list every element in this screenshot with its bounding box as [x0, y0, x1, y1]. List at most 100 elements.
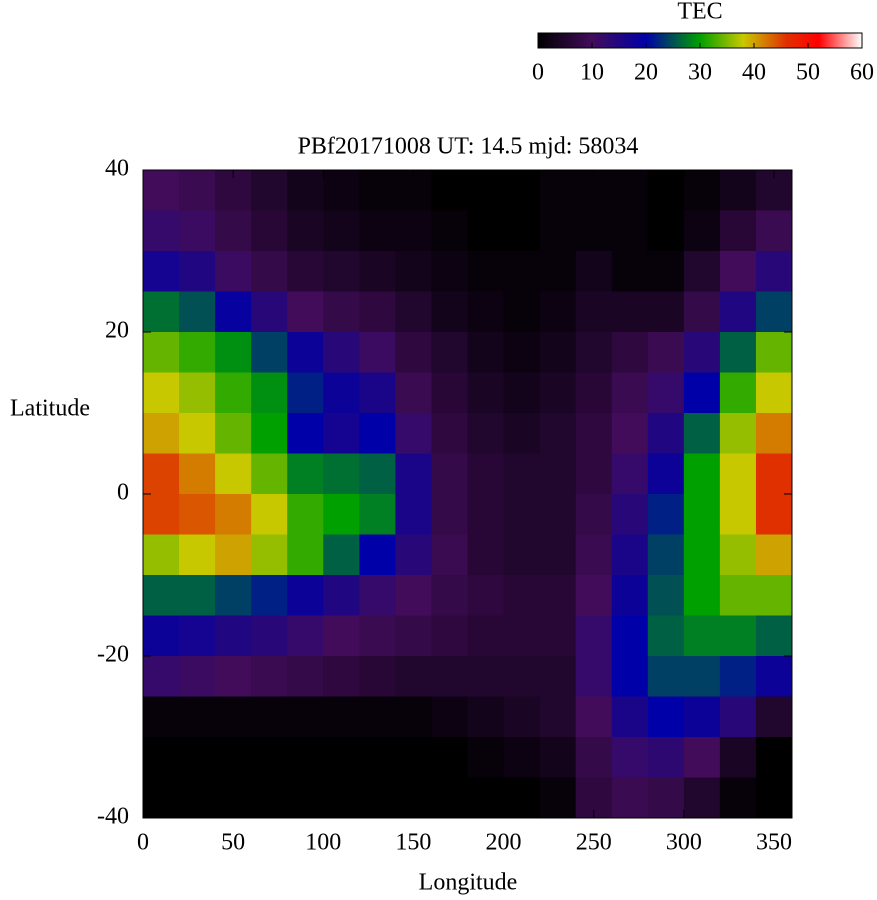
y-tick-label: 40 [105, 156, 129, 182]
heatmap-cell [467, 777, 505, 819]
heatmap-cell [215, 737, 252, 778]
heatmap-cell [683, 332, 721, 373]
heatmap-cell [323, 332, 360, 373]
heatmap-cell [755, 575, 793, 616]
heatmap-cell [503, 210, 541, 252]
heatmap-cell [611, 170, 649, 211]
heatmap-cell [719, 696, 757, 738]
heatmap-cell [431, 494, 468, 535]
heatmap-cell [683, 251, 721, 292]
heatmap-cell [683, 413, 721, 454]
heatmap-cell [467, 170, 505, 211]
heatmap-cell [755, 534, 793, 576]
heatmap-cell [611, 737, 649, 778]
heatmap-cell [647, 777, 685, 819]
heatmap-cell [323, 534, 360, 576]
heatmap-cell [215, 534, 252, 576]
heatmap-cell [683, 777, 721, 819]
heatmap-cell [719, 453, 757, 495]
heatmap-cell [395, 696, 432, 738]
heatmap-cell [647, 291, 685, 333]
heatmap-cell [323, 413, 360, 454]
heatmap-cell [179, 615, 216, 657]
heatmap-cell [539, 615, 577, 657]
heatmap-cell [647, 615, 685, 657]
heatmap-cell [395, 413, 432, 454]
heatmap-cell [143, 534, 180, 576]
heatmap-cell [683, 737, 721, 778]
heatmap-cell [431, 696, 468, 738]
heatmap-cell [647, 251, 685, 292]
heatmap-cell [611, 332, 649, 373]
heatmap-cell [719, 534, 757, 576]
heatmap-cell [215, 615, 252, 657]
heatmap-cell [431, 777, 468, 819]
heatmap-cell [719, 291, 757, 333]
heatmap-cell [539, 656, 577, 697]
heatmap-cell [647, 737, 685, 778]
heatmap-cell [575, 696, 613, 738]
heatmap-cell [539, 291, 577, 333]
heatmap-cell [143, 251, 180, 292]
heatmap-cell [539, 251, 577, 292]
heatmap-cell [467, 737, 505, 778]
heatmap-cell [611, 372, 649, 414]
heatmap-cell [575, 615, 613, 657]
heatmap-cell [611, 494, 649, 535]
heatmap-cell [323, 251, 360, 292]
heatmap-cell [287, 251, 324, 292]
heatmap-cell [287, 332, 324, 373]
heatmap-cell [287, 210, 324, 252]
heatmap-cell [323, 615, 360, 657]
x-tick-label: 0 [137, 830, 149, 856]
heatmap-cell [143, 372, 180, 414]
heatmap-cell [323, 372, 360, 414]
heatmap-cell [755, 656, 793, 697]
heatmap-cell [467, 251, 505, 292]
y-tick-label: -20 [97, 642, 129, 668]
heatmap-cell [503, 696, 541, 738]
heatmap-cell [143, 170, 180, 211]
heatmap-cell [143, 453, 180, 495]
heatmap-cell [179, 291, 216, 333]
heatmap-cell [683, 372, 721, 414]
y-tick-label: 0 [117, 480, 129, 506]
heatmap-cell [251, 170, 288, 211]
heatmap-cell [395, 534, 432, 576]
heatmap-cell [575, 575, 613, 616]
heatmap-cell [719, 494, 757, 535]
heatmap-cell [359, 251, 396, 292]
heatmap-cell [611, 615, 649, 657]
heatmap-cell [251, 332, 288, 373]
colorbar-tick-label: 0 [532, 60, 544, 86]
heatmap-cell [179, 332, 216, 373]
heatmap-cell [179, 413, 216, 454]
heatmap-cell [575, 656, 613, 697]
heatmap-cell [539, 777, 577, 819]
heatmap-cell [611, 210, 649, 252]
heatmap-cell [143, 777, 180, 819]
heatmap-cell [359, 494, 396, 535]
heatmap-cell [179, 656, 216, 697]
heatmap-cell [359, 291, 396, 333]
x-tick-label: 200 [486, 830, 522, 856]
heatmap-cell [647, 332, 685, 373]
heatmap-cell [503, 170, 541, 211]
heatmap-cell [539, 210, 577, 252]
heatmap-cell [503, 372, 541, 414]
heatmap-cell [647, 534, 685, 576]
heatmap-cell [683, 210, 721, 252]
heatmap-cell [611, 251, 649, 292]
heatmap-cell [467, 453, 505, 495]
heatmap-cell [359, 575, 396, 616]
heatmap-cell [539, 575, 577, 616]
heatmap-cell [755, 372, 793, 414]
heatmap-cell [215, 251, 252, 292]
heatmap-cell [683, 575, 721, 616]
heatmap-cell [575, 453, 613, 495]
heatmap-cell [143, 494, 180, 535]
heatmap-cell [539, 413, 577, 454]
heatmap-cell [215, 210, 252, 252]
heatmap-cell [323, 494, 360, 535]
heatmap-cell [755, 210, 793, 252]
